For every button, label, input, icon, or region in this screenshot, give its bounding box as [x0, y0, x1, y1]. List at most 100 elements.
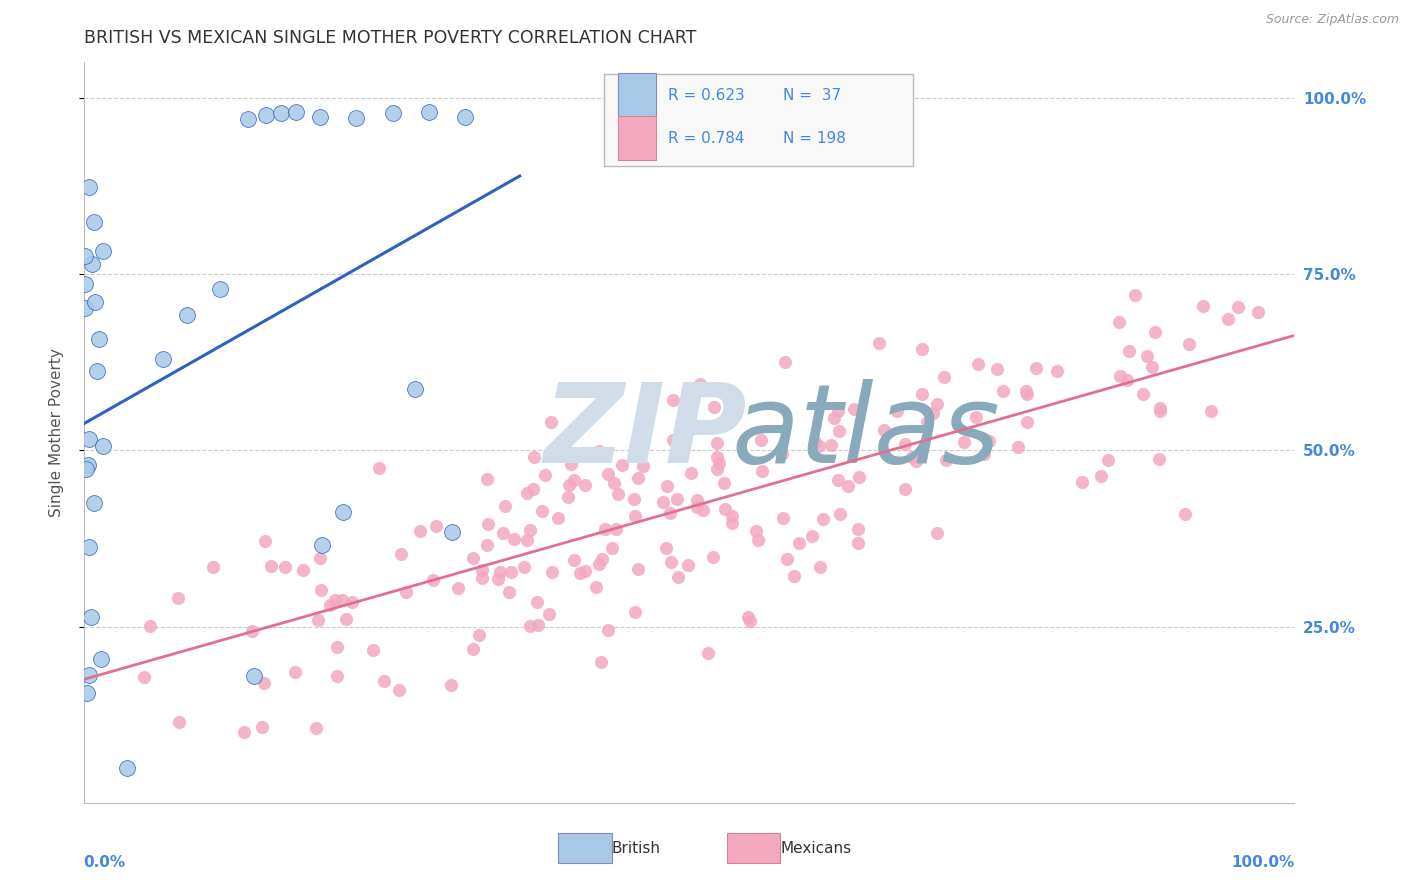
Point: [558, 477, 581, 491]
Point: [361, 643, 384, 657]
Point: [209, 282, 232, 296]
Point: [373, 673, 395, 688]
Point: [319, 599, 342, 613]
Point: [596, 624, 619, 638]
Point: [447, 582, 470, 596]
Point: [600, 541, 623, 555]
Point: [342, 595, 364, 609]
Point: [973, 447, 995, 461]
Point: [250, 721, 273, 735]
Point: [418, 105, 440, 120]
Point: [76, 686, 98, 700]
Point: [1015, 384, 1038, 398]
Point: [952, 435, 974, 450]
Point: [820, 437, 842, 451]
Point: [292, 563, 315, 577]
Text: ZIP: ZIP: [544, 379, 748, 486]
Text: N = 198: N = 198: [783, 131, 846, 146]
Point: [1123, 288, 1146, 302]
Text: 100.0%: 100.0%: [1232, 855, 1295, 870]
Point: [394, 584, 416, 599]
Point: [516, 486, 538, 500]
Point: [537, 607, 560, 622]
Point: [668, 570, 690, 584]
Point: [79, 432, 101, 446]
Point: [686, 500, 709, 515]
Point: [993, 384, 1015, 398]
Point: [83, 214, 105, 228]
Point: [773, 355, 796, 369]
Point: [904, 454, 927, 468]
Point: [461, 551, 484, 566]
Point: [467, 628, 489, 642]
Point: [260, 559, 283, 574]
Point: [747, 533, 769, 547]
Point: [461, 641, 484, 656]
Point: [86, 364, 108, 378]
Point: [541, 566, 564, 580]
Point: [848, 469, 870, 483]
Point: [745, 524, 768, 538]
Point: [326, 668, 349, 682]
Point: [749, 433, 772, 447]
Point: [738, 614, 761, 628]
Point: [1071, 475, 1094, 490]
Text: BRITISH VS MEXICAN SINGLE MOTHER POVERTY CORRELATION CHART: BRITISH VS MEXICAN SINGLE MOTHER POVERTY…: [84, 29, 697, 47]
Point: [526, 595, 548, 609]
Point: [607, 486, 630, 500]
Point: [593, 523, 616, 537]
Y-axis label: Single Mother Poverty: Single Mother Poverty: [49, 348, 63, 517]
Point: [1149, 401, 1171, 415]
Point: [477, 517, 499, 532]
Point: [1108, 315, 1130, 329]
Point: [557, 490, 579, 504]
Point: [73, 301, 96, 315]
Point: [610, 458, 633, 472]
Point: [494, 499, 516, 513]
Point: [1149, 404, 1171, 418]
Point: [603, 476, 626, 491]
Point: [979, 434, 1001, 449]
Point: [77, 540, 100, 554]
Point: [689, 377, 711, 392]
Point: [827, 424, 849, 438]
Point: [631, 458, 654, 473]
Point: [702, 550, 724, 565]
Point: [274, 559, 297, 574]
Point: [813, 512, 835, 526]
Point: [886, 404, 908, 418]
Point: [305, 721, 328, 735]
Point: [1046, 364, 1069, 378]
Point: [846, 522, 869, 536]
Point: [910, 343, 932, 357]
Point: [921, 406, 943, 420]
Point: [167, 591, 190, 605]
Point: [659, 555, 682, 569]
Point: [659, 507, 682, 521]
Point: [846, 536, 869, 550]
Point: [1147, 451, 1170, 466]
Point: [1227, 301, 1250, 315]
Point: [501, 565, 523, 579]
Point: [1108, 368, 1130, 383]
Point: [1116, 372, 1139, 386]
Point: [703, 400, 725, 414]
Point: [91, 244, 114, 259]
Point: [697, 646, 720, 660]
Point: [471, 571, 494, 585]
Point: [1136, 349, 1159, 363]
Point: [986, 362, 1008, 376]
Point: [574, 478, 596, 492]
Point: [79, 180, 101, 194]
Point: [623, 491, 645, 506]
Point: [492, 526, 515, 541]
Point: [787, 536, 810, 550]
Point: [676, 558, 699, 572]
Point: [692, 503, 714, 517]
Point: [679, 466, 702, 480]
Point: [368, 460, 391, 475]
Point: [486, 572, 509, 586]
Text: 0.0%: 0.0%: [83, 855, 125, 870]
Point: [425, 518, 447, 533]
Point: [560, 457, 582, 471]
